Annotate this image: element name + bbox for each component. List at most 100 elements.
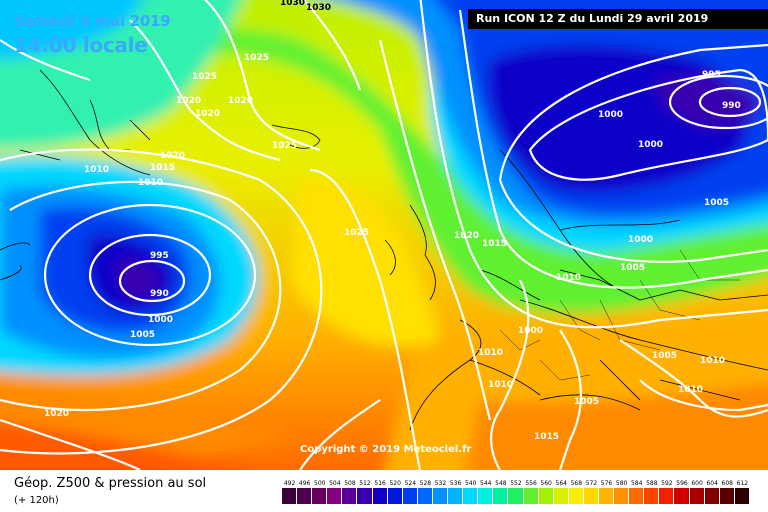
map-canvas: 1030 1030 1025 1025 1020 1020 1020 1020 … xyxy=(0,0,768,470)
scale-label: 612 xyxy=(736,480,749,487)
isobar-label: 1030 xyxy=(306,3,331,13)
scale-swatch xyxy=(538,488,554,504)
coastlines xyxy=(0,69,768,431)
scale-label: 512 xyxy=(359,480,371,487)
isobar-label: 1015 xyxy=(150,163,175,173)
forecast-lead-time: (+ 120h) xyxy=(14,495,59,506)
scale-swatch xyxy=(478,488,494,504)
isobars xyxy=(0,0,768,470)
scale-cell: 584 xyxy=(629,479,645,504)
scale-swatch xyxy=(312,488,328,504)
isobar-label: 1005 xyxy=(704,198,729,208)
scale-label: 608 xyxy=(721,480,733,487)
scale-swatch xyxy=(719,488,735,504)
isobar-labels: 1030 1030 1025 1025 1020 1020 1020 1020 … xyxy=(44,0,741,442)
scale-swatch xyxy=(508,488,524,504)
scale-cell: 532 xyxy=(432,479,449,504)
scale-swatch xyxy=(342,488,358,504)
scale-cell: 556 xyxy=(523,479,539,504)
model-run-info: Run ICON 12 Z du Lundi 29 avril 2019 xyxy=(468,9,768,29)
scale-label: 572 xyxy=(585,480,598,487)
scale-cell: 536 xyxy=(448,479,464,504)
scale-label: 576 xyxy=(600,480,613,487)
scale-cell: 508 xyxy=(342,479,358,504)
scale-cell: 492 xyxy=(282,479,298,504)
scale-swatch xyxy=(674,488,690,504)
isobar-label: 995 xyxy=(150,251,169,261)
scale-label: 584 xyxy=(630,480,643,487)
forecast-time: 14:00 locale xyxy=(14,33,148,57)
isobar-label: 1020 xyxy=(160,151,185,161)
scale-swatch xyxy=(553,488,569,504)
isobar-label: 1010 xyxy=(678,385,703,395)
isobar-label: 1025 xyxy=(344,228,369,238)
scale-cell: 604 xyxy=(704,479,720,504)
isobar-label: 1020 xyxy=(44,409,69,419)
isobar-label: 1015 xyxy=(534,432,559,442)
scale-label: 564 xyxy=(555,480,567,487)
scale-cell: 544 xyxy=(478,479,494,504)
isobar-label: 1030 xyxy=(280,0,305,8)
isobar-label: 1025 xyxy=(272,141,297,151)
isobar-label: 990 xyxy=(722,101,741,111)
scale-label: 496 xyxy=(298,480,311,487)
isobar-label: 1010 xyxy=(138,178,163,188)
scale-label: 508 xyxy=(344,480,356,487)
scale-swatch xyxy=(372,488,388,504)
scale-swatch xyxy=(629,488,645,504)
scale-swatch xyxy=(402,488,418,504)
isobar-label: 990 xyxy=(150,289,169,299)
scale-swatch xyxy=(598,488,615,504)
scale-label: 548 xyxy=(495,480,507,487)
scale-label: 528 xyxy=(419,480,432,487)
isobar-label: 1000 xyxy=(148,315,173,325)
scale-swatch xyxy=(659,488,675,504)
scale-swatch xyxy=(432,488,449,504)
scale-cell: 580 xyxy=(614,479,630,504)
scale-cell: 528 xyxy=(417,479,433,504)
scale-cell: 524 xyxy=(402,479,418,504)
scale-swatch xyxy=(417,488,433,504)
scale-cell: 576 xyxy=(598,479,615,504)
isobar-label: 1000 xyxy=(628,235,653,245)
isobar-label: 1025 xyxy=(244,53,269,63)
scale-cell: 572 xyxy=(583,479,599,504)
map-title: Géop. Z500 & pression au sol xyxy=(14,476,207,491)
scale-cell: 560 xyxy=(538,479,554,504)
isobar-label: 1000 xyxy=(518,326,543,336)
scale-cell: 608 xyxy=(719,479,735,504)
scale-label: 504 xyxy=(329,480,341,487)
geopotential-field xyxy=(0,0,768,470)
scale-label: 536 xyxy=(449,480,462,487)
scale-swatch xyxy=(327,488,343,504)
isobar-label: 995 xyxy=(702,70,721,80)
isobar-label: 1005 xyxy=(620,263,645,273)
scale-swatch xyxy=(448,488,464,504)
isobar-label: 1010 xyxy=(556,273,581,283)
scale-cell: 548 xyxy=(493,479,509,504)
scale-cell: 520 xyxy=(387,479,403,504)
copyright-text: Copyright © 2019 Meteociel.fr xyxy=(300,444,472,455)
scale-cell: 592 xyxy=(659,479,675,504)
isobar-label: 1005 xyxy=(574,397,599,407)
scale-cell: 600 xyxy=(689,479,705,504)
scale-swatch xyxy=(282,488,298,504)
isobar-label: 1010 xyxy=(478,348,503,358)
scale-cell: 596 xyxy=(674,479,690,504)
scale-label: 560 xyxy=(540,480,552,487)
scale-cell: 512 xyxy=(357,479,373,504)
isobar-label: 1005 xyxy=(130,330,155,340)
scale-label: 544 xyxy=(480,480,492,487)
scale-label: 580 xyxy=(615,480,628,487)
scale-swatch xyxy=(644,488,660,504)
scale-label: 556 xyxy=(525,480,537,487)
scale-label: 532 xyxy=(434,480,447,487)
isobar-label: 1020 xyxy=(195,109,220,119)
scale-label: 588 xyxy=(646,480,658,487)
scale-cell: 552 xyxy=(508,479,524,504)
scale-swatch xyxy=(387,488,403,504)
scale-cell: 540 xyxy=(463,479,479,504)
isobar-label: 1020 xyxy=(454,231,479,241)
scale-cell: 612 xyxy=(734,479,750,504)
scale-swatch xyxy=(463,488,479,504)
